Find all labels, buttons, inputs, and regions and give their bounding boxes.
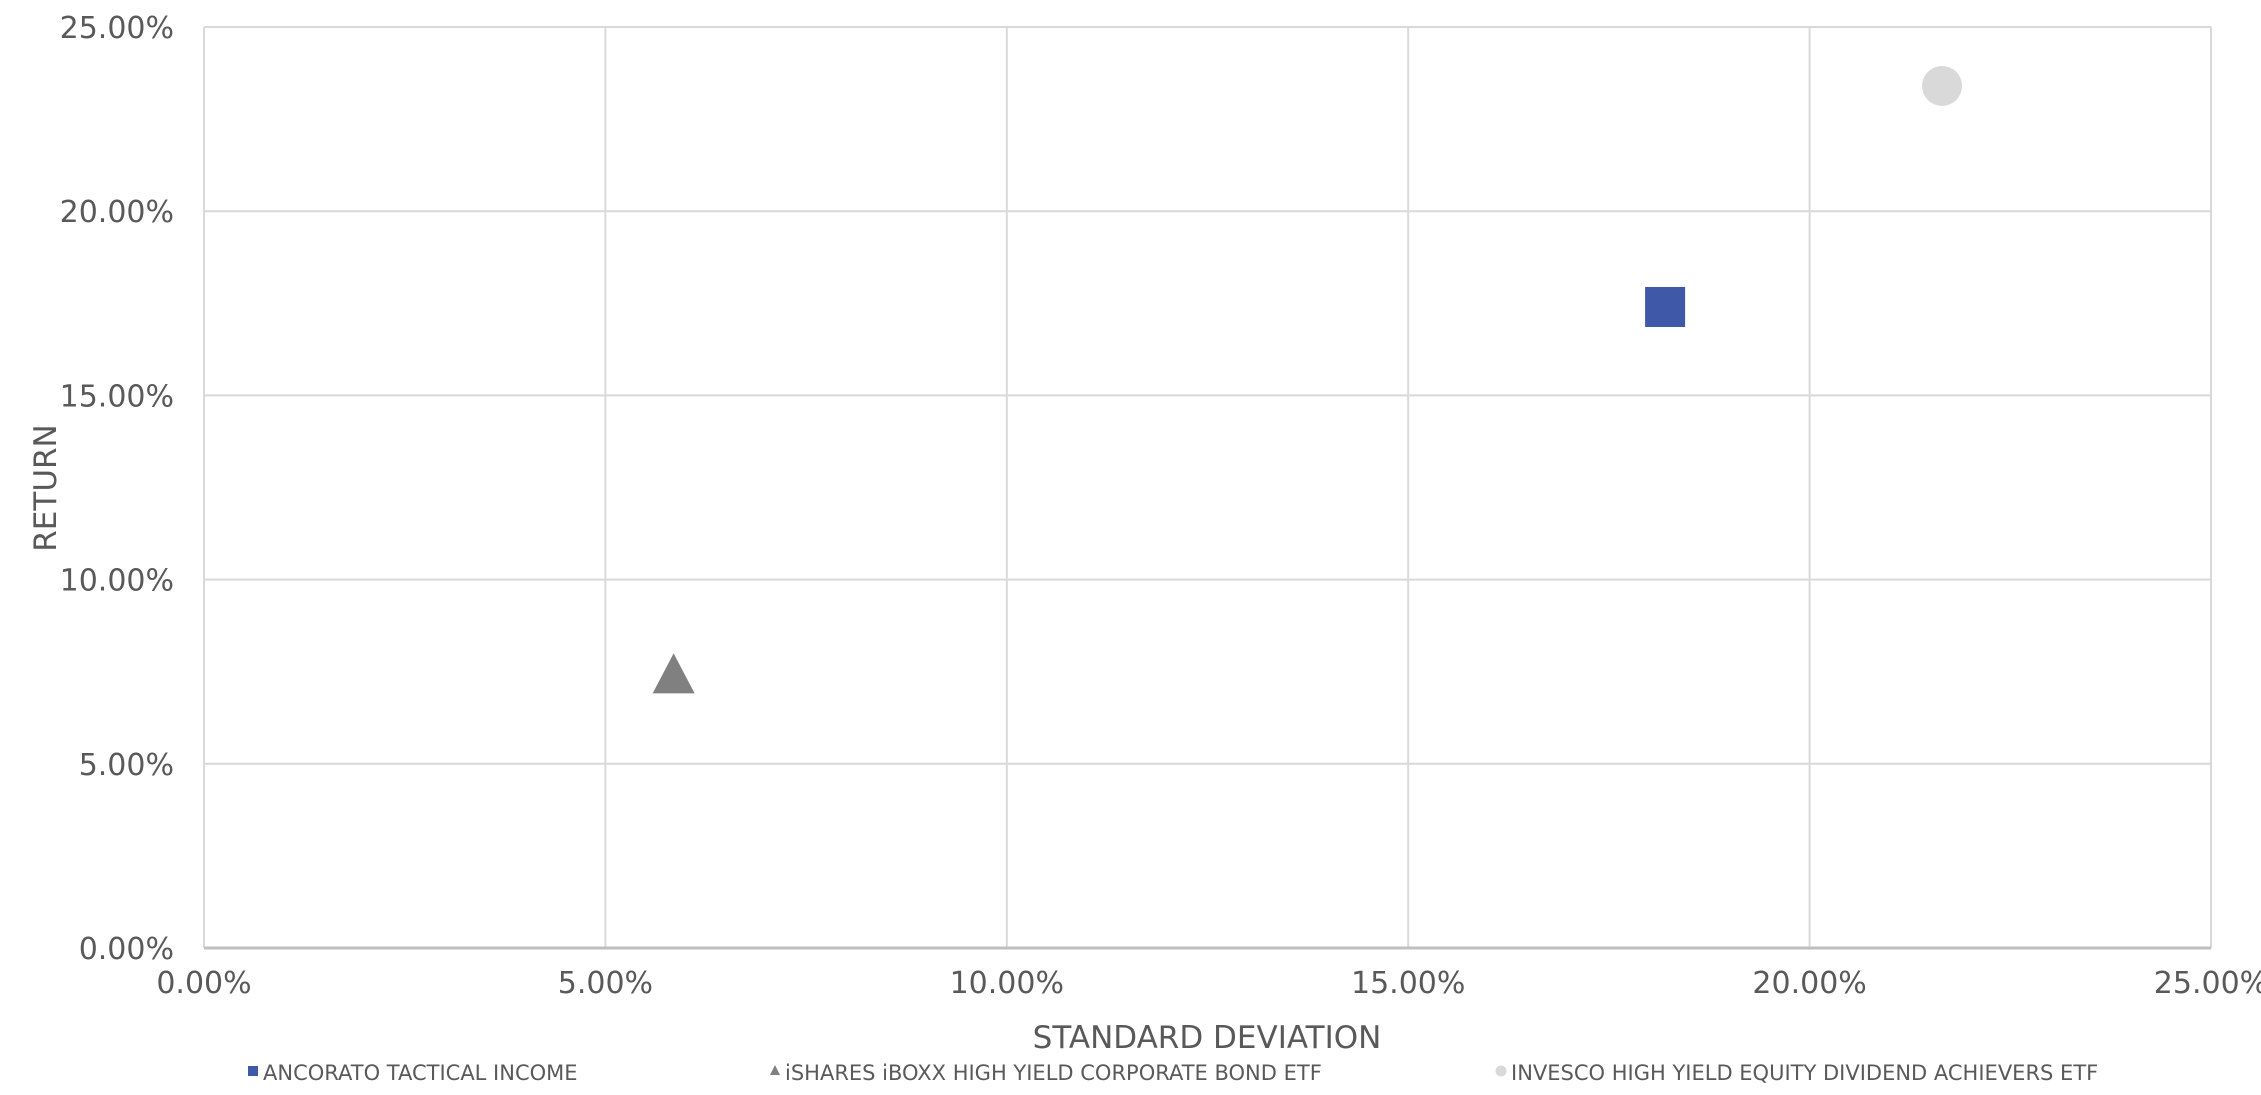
legend-label: ANCORATO TACTICAL INCOME	[263, 1061, 578, 1085]
data-point-circle	[1922, 66, 1962, 106]
x-tick-label: 0.00%	[156, 966, 251, 1001]
y-tick-label: 20.00%	[60, 195, 174, 230]
legend-triangle-icon	[770, 1065, 780, 1075]
x-axis-title: STANDARD DEVIATION	[1033, 1020, 1382, 1056]
x-tick-label: 15.00%	[1351, 966, 1465, 1001]
legend-label: INVESCO HIGH YIELD EQUITY DIVIDEND ACHIE…	[1511, 1061, 2098, 1085]
gridlines	[204, 27, 2211, 948]
x-tick-label: 10.00%	[950, 966, 1064, 1001]
legend-label: iSHARES iBOXX HIGH YIELD CORPORATE BOND …	[785, 1061, 1322, 1085]
y-tick-label: 15.00%	[60, 379, 174, 414]
y-tick-label: 25.00%	[60, 11, 174, 46]
legend-item: ANCORATO TACTICAL INCOME	[248, 1061, 578, 1085]
legend-circle-icon	[1496, 1066, 1507, 1077]
data-point-square	[1645, 287, 1685, 327]
y-tick-label: 5.00%	[79, 748, 174, 783]
x-tick-label: 20.00%	[1752, 966, 1866, 1001]
data-points	[653, 66, 1962, 693]
x-tick-label: 25.00%	[2154, 966, 2261, 1001]
tick-labels: 0.00% 5.00% 10.00% 15.00% 20.00% 25.00% 0.00% 5…	[60, 11, 2261, 1001]
legend-item: iSHARES iBOXX HIGH YIELD CORPORATE BOND …	[770, 1061, 1322, 1085]
legend: ANCORATO TACTICAL INCOME iSHARES iBOXX HI…	[248, 1061, 2098, 1085]
y-tick-label: 0.00%	[79, 932, 174, 967]
x-tick-label: 5.00%	[558, 966, 653, 1001]
y-axis-title: RETURN	[28, 424, 64, 551]
y-tick-label: 10.00%	[60, 564, 174, 599]
legend-item: INVESCO HIGH YIELD EQUITY DIVIDEND ACHIE…	[1496, 1061, 2099, 1085]
data-point-triangle	[653, 653, 695, 693]
legend-square-icon	[248, 1066, 258, 1076]
